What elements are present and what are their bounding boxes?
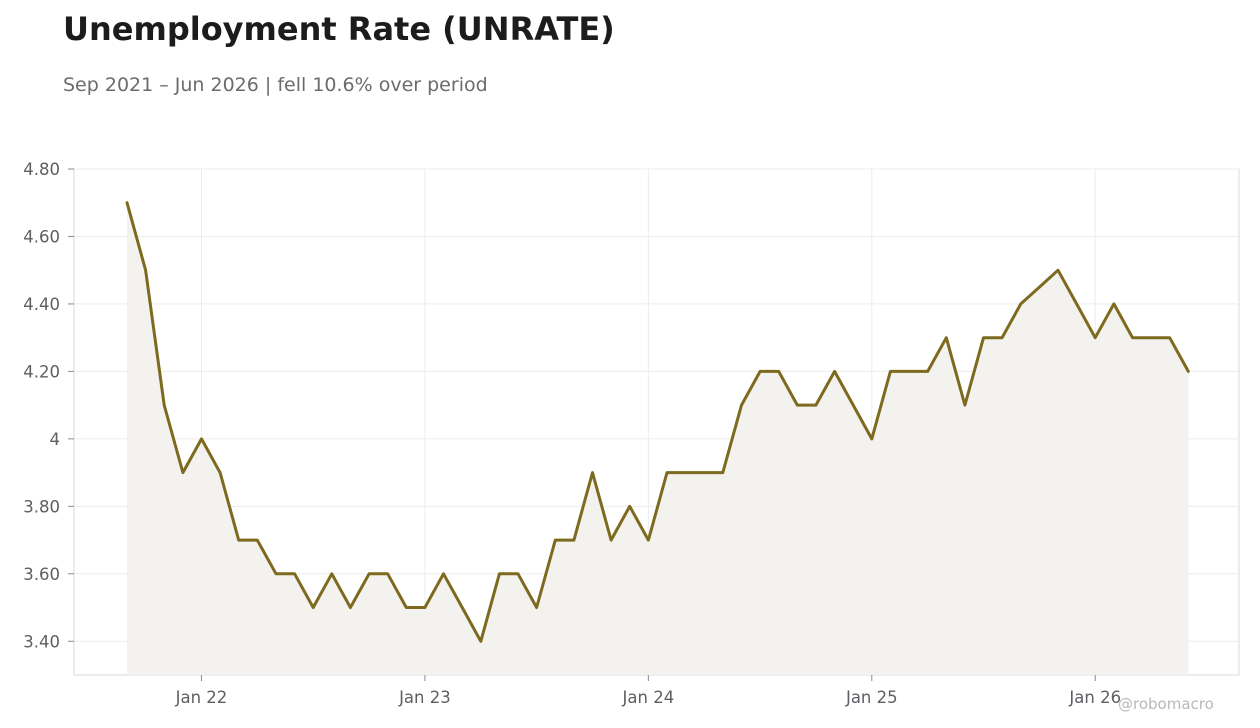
data-point [982, 336, 985, 339]
data-point [945, 336, 948, 339]
y-tick-label: 4.80 [23, 160, 60, 179]
data-point [1112, 302, 1115, 305]
data-point [889, 370, 892, 373]
data-point [610, 539, 613, 542]
data-point [181, 471, 184, 474]
data-point [256, 539, 259, 542]
data-point [368, 572, 371, 575]
data-point [1094, 336, 1097, 339]
axis-layer: 3.40 3.60 3.80 4 4.20 4.40 4.60 4.80 Jan 22 Jan 2… [23, 160, 1121, 707]
data-point [1057, 269, 1060, 272]
x-tick-label: Jan 23 [398, 688, 451, 707]
y-tick-label: 4.40 [23, 295, 60, 314]
data-point [796, 404, 799, 407]
data-point [405, 606, 408, 609]
y-tick-label: 3.40 [23, 632, 60, 651]
data-point [591, 471, 594, 474]
chart-subtitle: Sep 2021 – Jun 2026 | fell 10.6% over pe… [63, 74, 488, 96]
data-point [274, 572, 277, 575]
watermark: @robomacro [1118, 695, 1214, 713]
line-layer [125, 201, 1190, 643]
chart-title: Unemployment Rate (UNRATE) [63, 10, 615, 48]
data-point [312, 606, 315, 609]
data-point [665, 471, 668, 474]
data-point [330, 572, 333, 575]
data-point [517, 572, 520, 575]
data-point [386, 572, 389, 575]
data-point [647, 539, 650, 542]
data-point [572, 539, 575, 542]
series-area [127, 202, 1189, 675]
data-point [442, 572, 445, 575]
data-point [721, 471, 724, 474]
data-point [461, 606, 464, 609]
data-point [1075, 302, 1078, 305]
data-point [963, 404, 966, 407]
data-point [1038, 286, 1041, 289]
x-tick-label: Jan 22 [175, 688, 228, 707]
data-point [908, 370, 911, 373]
data-point [628, 505, 631, 508]
data-point [479, 640, 482, 643]
y-tick-label: 4.20 [23, 362, 60, 381]
data-point [1150, 336, 1153, 339]
data-point [740, 404, 743, 407]
data-point [535, 606, 538, 609]
data-point [703, 471, 706, 474]
data-point [1019, 302, 1022, 305]
data-point [219, 471, 222, 474]
x-tick-label: Jan 25 [845, 688, 898, 707]
data-point [423, 606, 426, 609]
data-point [163, 404, 166, 407]
data-point [349, 606, 352, 609]
data-point [498, 572, 501, 575]
y-tick-label: 4 [50, 430, 61, 449]
x-tick-label: Jan 26 [1068, 688, 1121, 707]
area-layer [127, 202, 1189, 675]
data-point [554, 539, 557, 542]
data-point [684, 471, 687, 474]
series-line [125, 201, 1190, 643]
data-point [926, 370, 929, 373]
data-point [833, 370, 836, 373]
data-point [759, 370, 762, 373]
data-point [1187, 370, 1190, 373]
grid-layer [73, 168, 1240, 676]
data-point [200, 437, 203, 440]
data-point [126, 201, 129, 204]
data-point [293, 572, 296, 575]
data-point [870, 437, 873, 440]
data-point [1131, 336, 1134, 339]
y-tick-label: 3.80 [23, 497, 60, 516]
data-point [814, 404, 817, 407]
data-point [237, 539, 240, 542]
y-tick-label: 4.60 [23, 227, 60, 246]
data-point [1001, 336, 1004, 339]
data-point [1168, 336, 1171, 339]
data-point [777, 370, 780, 373]
data-point [852, 404, 855, 407]
data-point [144, 269, 147, 272]
y-tick-label: 3.60 [23, 565, 60, 584]
x-tick-label: Jan 24 [622, 688, 675, 707]
